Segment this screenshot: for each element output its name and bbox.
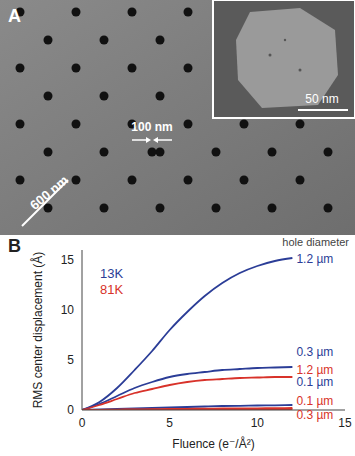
- svg-text:1.2 µm: 1.2 µm: [296, 252, 333, 266]
- svg-text:0: 0: [67, 403, 74, 417]
- svg-text:10: 10: [61, 303, 75, 317]
- svg-text:Fluence (e⁻/Å²): Fluence (e⁻/Å²): [172, 436, 254, 451]
- svg-text:A: A: [8, 6, 21, 26]
- svg-text:5: 5: [166, 416, 173, 430]
- svg-text:50 nm: 50 nm: [305, 92, 338, 106]
- svg-text:5: 5: [67, 353, 74, 367]
- html-text:hole diameter: hole diameter: [282, 236, 349, 248]
- svg-text:15: 15: [338, 416, 352, 430]
- html-text:13K: 13K: [100, 266, 124, 281]
- svg-text:0: 0: [79, 416, 86, 430]
- svg-text:0.3 µm: 0.3 µm: [296, 345, 333, 359]
- svg-text:1.2 µm: 1.2 µm: [296, 363, 334, 378]
- svg-text:0.3 µm: 0.3 µm: [296, 408, 333, 422]
- svg-text:0.1 µm: 0.1 µm: [296, 375, 333, 389]
- svg-text:10: 10: [251, 416, 265, 430]
- svg-text:0.1 µm: 0.1 µm: [296, 394, 333, 408]
- svg-text:15: 15: [61, 253, 75, 267]
- svg-text:RMS center displacement (Å): RMS center displacement (Å): [30, 252, 45, 409]
- html-text:B: B: [8, 236, 21, 256]
- svg-text:600 nm: 600 nm: [27, 172, 71, 212]
- svg-text:100 nm: 100 nm: [131, 120, 172, 134]
- html-text:81K: 81K: [100, 282, 124, 297]
